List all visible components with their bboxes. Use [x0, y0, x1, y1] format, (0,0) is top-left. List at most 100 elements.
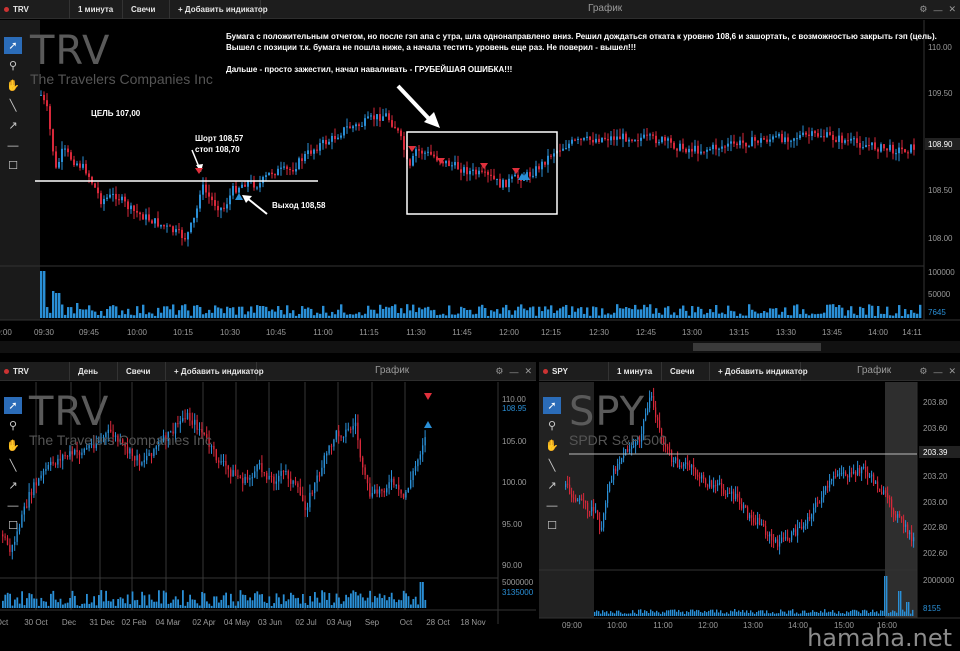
daily-volume-bar: [374, 596, 376, 608]
horizontal-line-tool-icon[interactable]: —: [546, 499, 558, 512]
price-candle: [298, 158, 300, 170]
spy-candle: [759, 517, 761, 525]
daily-volume-bar: [18, 603, 21, 608]
minimize-icon[interactable]: —: [933, 4, 943, 15]
zoom-tool-icon[interactable]: ⚲: [8, 60, 18, 72]
spy-price-chart[interactable]: 203.80 203.60 203.20 203.00 202.80 202.60 203.…: [539, 362, 960, 641]
price-candle: [433, 154, 435, 157]
volume-bar: [319, 313, 322, 318]
panel-title: График: [375, 365, 410, 376]
daily-volume-bar: [328, 593, 331, 608]
volume-bar: [316, 312, 319, 318]
spy-volume-bar: [844, 613, 846, 616]
price-candle: [196, 208, 198, 218]
cursor-tool-icon[interactable]: ➚: [543, 397, 561, 414]
volume-bar: [838, 305, 841, 318]
volume-bar: [292, 310, 295, 318]
price-candle: [700, 151, 702, 154]
chart-type-selector[interactable]: Свечи: [118, 362, 166, 381]
settings-gear-icon[interactable]: ⚙: [495, 366, 504, 376]
add-indicator-button[interactable]: + Добавить индикатор: [170, 0, 268, 19]
volume-bar: [325, 312, 328, 318]
daily-candle: [9, 544, 11, 552]
daily-volume-bar: [174, 596, 177, 608]
price-axis-tick: 90.00: [502, 561, 523, 570]
rectangle-tool-icon[interactable]: ☐: [547, 520, 557, 532]
spy-candle: [831, 478, 833, 481]
settings-gear-icon[interactable]: ⚙: [919, 4, 928, 14]
interval-selector[interactable]: 1 минута: [70, 0, 123, 19]
add-indicator-button[interactable]: + Добавить индикатор: [166, 362, 264, 381]
zoom-tool-icon[interactable]: ⚲: [8, 420, 18, 432]
spy-volume-bar: [898, 591, 900, 616]
spy-candle: [677, 458, 679, 468]
ticker-selector[interactable]: SPY: [539, 362, 609, 381]
minimize-icon[interactable]: —: [509, 366, 519, 377]
price-axis-tick: 95.00: [502, 520, 523, 529]
arrow-tool-icon[interactable]: ↗: [547, 480, 557, 492]
volume-bar: [223, 313, 226, 318]
spy-volume-bar: [624, 613, 626, 616]
rectangle-tool-icon[interactable]: ☐: [8, 160, 18, 172]
time-scrollbar-thumb[interactable]: [693, 343, 821, 351]
daily-volume-bar: [170, 602, 172, 608]
volume-bar: [109, 306, 112, 318]
spy-candle: [587, 502, 589, 512]
line-tool-icon[interactable]: ╲: [548, 460, 556, 472]
volume-bar: [592, 306, 595, 318]
close-icon[interactable]: ✕: [948, 4, 956, 14]
hand-tool-icon[interactable]: ✋: [6, 440, 20, 452]
ticker-label: TRV: [13, 366, 29, 376]
hand-tool-icon[interactable]: ✋: [6, 80, 20, 92]
price-candle: [91, 176, 93, 184]
arrow-tool-icon[interactable]: ↗: [8, 480, 18, 492]
cursor-tool-icon[interactable]: ➚: [4, 37, 22, 54]
daily-volume-bar: [167, 603, 170, 608]
spy-candle: [597, 510, 599, 520]
interval-selector[interactable]: 1 минута: [609, 362, 662, 381]
price-candle: [538, 166, 540, 170]
chart-type-selector[interactable]: Свечи: [123, 0, 170, 19]
horizontal-line-tool-icon[interactable]: —: [7, 139, 19, 152]
price-candle: [574, 139, 576, 141]
zoom-tool-icon[interactable]: ⚲: [547, 420, 557, 432]
ticker-selector[interactable]: TRV: [0, 362, 70, 381]
spy-volume-bar: [818, 612, 820, 616]
price-candle: [88, 173, 90, 177]
rectangle-tool-icon[interactable]: ☐: [8, 520, 18, 532]
ticker-selector[interactable]: TRV: [0, 0, 70, 19]
add-indicator-button[interactable]: + Добавить индикатор: [710, 362, 808, 381]
price-candle: [724, 146, 726, 148]
daily-volume-bar: [201, 591, 203, 608]
settings-gear-icon[interactable]: ⚙: [919, 366, 928, 376]
daily-volume-bar: [122, 598, 124, 608]
volume-bar: [538, 306, 541, 318]
spy-candle: [697, 474, 699, 477]
spy-volume-bar: [610, 611, 612, 616]
time-axis-tick: 03 Jun: [258, 618, 282, 627]
interval-selector[interactable]: День: [70, 362, 118, 381]
horizontal-line-tool-icon[interactable]: —: [7, 499, 19, 512]
daily-candle: [201, 429, 203, 433]
cursor-tool-icon[interactable]: ➚: [4, 397, 22, 414]
spy-volume-bar: [654, 612, 656, 616]
arrow-tool-icon[interactable]: ↗: [8, 120, 18, 132]
volume-bar: [727, 305, 730, 318]
intraday-price-chart[interactable]: 110.00109.50109.00108.50108.00108.901000…: [0, 0, 960, 341]
chart-type-selector[interactable]: Свечи: [662, 362, 710, 381]
minimize-icon[interactable]: —: [933, 366, 943, 377]
daily-candle: [146, 455, 148, 461]
line-tool-icon[interactable]: ╲: [9, 460, 17, 472]
close-icon[interactable]: ✕: [948, 366, 956, 376]
spy-candle: [845, 472, 847, 476]
spy-candle: [855, 471, 857, 475]
line-tool-icon[interactable]: ╲: [9, 100, 17, 112]
daily-volume-bar: [225, 592, 227, 608]
close-icon[interactable]: ✕: [524, 366, 532, 376]
daily-price-chart[interactable]: 110.00 105.00 100.00 95.00 90.00 108.95 500000…: [0, 362, 536, 651]
volume-bar: [625, 307, 628, 318]
time-scrollbar[interactable]: [0, 341, 960, 353]
spy-candle: [897, 514, 899, 518]
price-axis-tick: 203.20: [923, 472, 948, 481]
hand-tool-icon[interactable]: ✋: [545, 440, 559, 452]
